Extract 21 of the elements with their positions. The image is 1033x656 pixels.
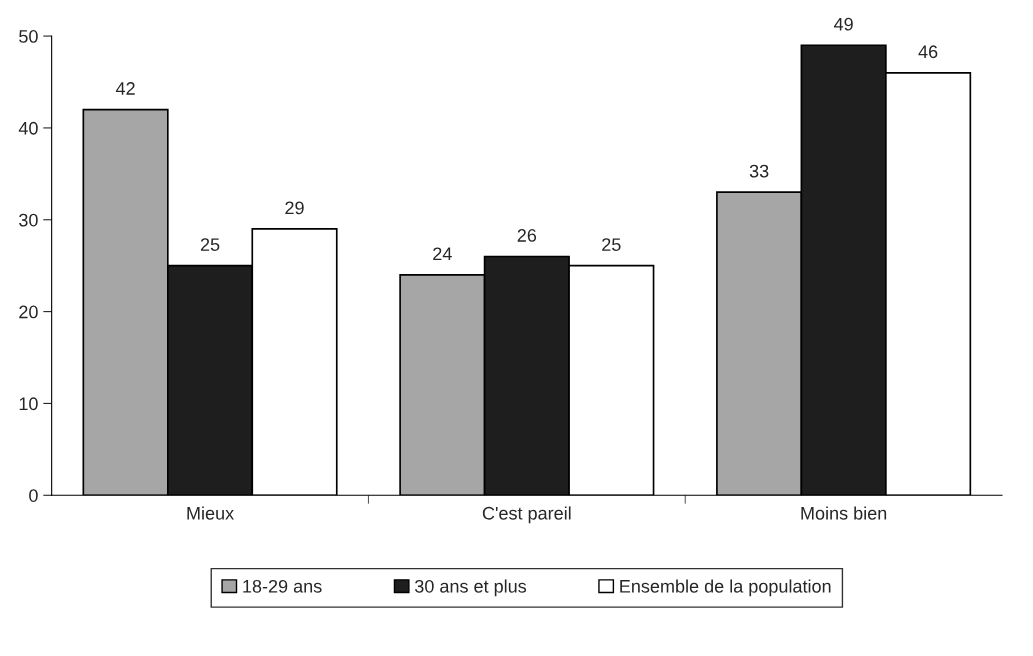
legend-label: 18-29 ans (243, 579, 322, 593)
data-label: 29 (285, 201, 304, 215)
x-tick-label: Mieux (187, 506, 234, 520)
x-tick-label: C'est pareil (482, 506, 571, 524)
x-tick-label: Moins bien (801, 506, 887, 520)
data-label: 25 (602, 238, 621, 251)
data-label: 25 (200, 238, 220, 251)
legend-label: 30 ans et plus (415, 579, 527, 597)
legend-label: Ensemble de la population (620, 579, 831, 597)
data-label: 26 (517, 229, 537, 242)
data-label: 24 (433, 247, 452, 261)
y-tick-label: 40 (18, 121, 38, 135)
y-tick-label: 30 (19, 213, 38, 227)
data-label: 42 (115, 82, 135, 95)
data-label: 46 (918, 45, 938, 59)
y-tick-label: 10 (19, 397, 38, 411)
y-tick-label: 0 (29, 489, 38, 502)
y-tick-label: 50 (19, 30, 38, 43)
data-label: 33 (749, 164, 769, 178)
data-label: 49 (833, 17, 853, 31)
y-tick-label: 20 (19, 305, 38, 319)
